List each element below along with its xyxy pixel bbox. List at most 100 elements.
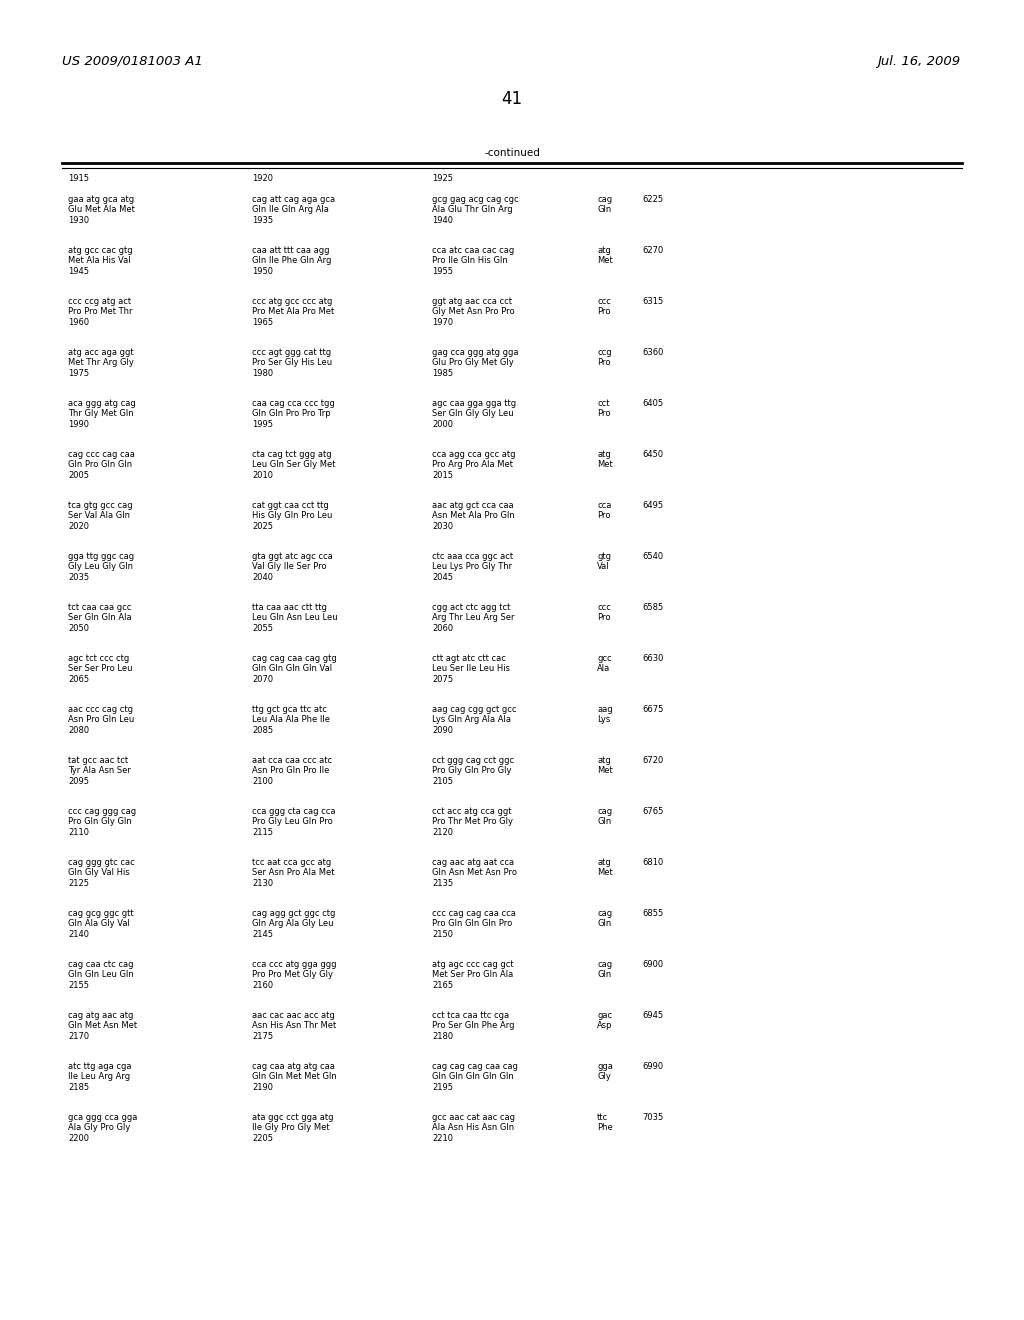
Text: Pro Gly Leu Gln Pro: Pro Gly Leu Gln Pro: [252, 817, 333, 826]
Text: 2210: 2210: [432, 1134, 453, 1143]
Text: 1970: 1970: [432, 318, 454, 327]
Text: gta ggt atc agc cca: gta ggt atc agc cca: [252, 552, 333, 561]
Text: cca ccc atg gga ggg: cca ccc atg gga ggg: [252, 960, 337, 969]
Text: Gln Gln Gln Gln Gln: Gln Gln Gln Gln Gln: [432, 1072, 514, 1081]
Text: Asn Pro Gln Pro Ile: Asn Pro Gln Pro Ile: [252, 766, 330, 775]
Text: Gln Gln Pro Pro Trp: Gln Gln Pro Pro Trp: [252, 409, 331, 418]
Text: gcc: gcc: [597, 653, 611, 663]
Text: Ala: Ala: [597, 664, 610, 673]
Text: 6495: 6495: [642, 502, 664, 510]
Text: Gln: Gln: [597, 970, 611, 979]
Text: Ile Gly Pro Gly Met: Ile Gly Pro Gly Met: [252, 1123, 330, 1133]
Text: Ala Glu Thr Gln Arg: Ala Glu Thr Gln Arg: [432, 205, 513, 214]
Text: Pro Met Ala Pro Met: Pro Met Ala Pro Met: [252, 308, 334, 315]
Text: cct tca caa ttc cga: cct tca caa ttc cga: [432, 1011, 509, 1020]
Text: Pro Gly Gln Pro Gly: Pro Gly Gln Pro Gly: [432, 766, 512, 775]
Text: cct ggg cag cct ggc: cct ggg cag cct ggc: [432, 756, 514, 766]
Text: Gln Ile Gln Arg Ala: Gln Ile Gln Arg Ala: [252, 205, 329, 214]
Text: Pro Gln Gln Gln Pro: Pro Gln Gln Gln Pro: [432, 919, 512, 928]
Text: Pro Arg Pro Ala Met: Pro Arg Pro Ala Met: [432, 459, 513, 469]
Text: atg agc ccc cag gct: atg agc ccc cag gct: [432, 960, 514, 969]
Text: aat cca caa ccc atc: aat cca caa ccc atc: [252, 756, 332, 766]
Text: -continued: -continued: [484, 148, 540, 158]
Text: cca atc caa cac cag: cca atc caa cac cag: [432, 246, 514, 255]
Text: cgg act ctc agg tct: cgg act ctc agg tct: [432, 603, 510, 612]
Text: agc tct ccc ctg: agc tct ccc ctg: [68, 653, 129, 663]
Text: 2160: 2160: [252, 981, 273, 990]
Text: Gln Pro Gln Gln: Gln Pro Gln Gln: [68, 459, 132, 469]
Text: Pro Pro Met Thr: Pro Pro Met Thr: [68, 308, 132, 315]
Text: aac ccc cag ctg: aac ccc cag ctg: [68, 705, 133, 714]
Text: 2030: 2030: [432, 521, 454, 531]
Text: cca agg cca gcc atg: cca agg cca gcc atg: [432, 450, 515, 459]
Text: Pro Ser Gln Phe Arg: Pro Ser Gln Phe Arg: [432, 1020, 514, 1030]
Text: 6675: 6675: [642, 705, 664, 714]
Text: atg: atg: [597, 858, 610, 867]
Text: 2050: 2050: [68, 624, 89, 634]
Text: ttc: ttc: [597, 1113, 608, 1122]
Text: Met: Met: [597, 766, 612, 775]
Text: 2015: 2015: [432, 471, 453, 480]
Text: 2170: 2170: [68, 1032, 89, 1041]
Text: 2100: 2100: [252, 777, 273, 785]
Text: 2055: 2055: [252, 624, 273, 634]
Text: Met: Met: [597, 869, 612, 876]
Text: 1975: 1975: [68, 370, 89, 378]
Text: cag att cag aga gca: cag att cag aga gca: [252, 195, 335, 205]
Text: 2185: 2185: [68, 1082, 89, 1092]
Text: gag cca ggg atg gga: gag cca ggg atg gga: [432, 348, 518, 356]
Text: tct caa caa gcc: tct caa caa gcc: [68, 603, 131, 612]
Text: 2115: 2115: [252, 828, 273, 837]
Text: 2120: 2120: [432, 828, 453, 837]
Text: 1990: 1990: [68, 420, 89, 429]
Text: Thr Gly Met Gln: Thr Gly Met Gln: [68, 409, 133, 418]
Text: atg: atg: [597, 756, 610, 766]
Text: caa cag cca ccc tgg: caa cag cca ccc tgg: [252, 399, 335, 408]
Text: Ser Gln Gly Gly Leu: Ser Gln Gly Gly Leu: [432, 409, 514, 418]
Text: Lys Gln Arg Ala Ala: Lys Gln Arg Ala Ala: [432, 715, 511, 723]
Text: 2125: 2125: [68, 879, 89, 888]
Text: 2145: 2145: [252, 931, 273, 939]
Text: Met Thr Arg Gly: Met Thr Arg Gly: [68, 358, 134, 367]
Text: Pro Thr Met Pro Gly: Pro Thr Met Pro Gly: [432, 817, 513, 826]
Text: 6810: 6810: [642, 858, 664, 867]
Text: His Gly Gln Pro Leu: His Gly Gln Pro Leu: [252, 511, 333, 520]
Text: 6945: 6945: [642, 1011, 664, 1020]
Text: Asn His Asn Thr Met: Asn His Asn Thr Met: [252, 1020, 336, 1030]
Text: gaa atg gca atg: gaa atg gca atg: [68, 195, 134, 205]
Text: Ala Asn His Asn Gln: Ala Asn His Asn Gln: [432, 1123, 514, 1133]
Text: Pro Ser Gly His Leu: Pro Ser Gly His Leu: [252, 358, 332, 367]
Text: 6720: 6720: [642, 756, 664, 766]
Text: 6315: 6315: [642, 297, 664, 306]
Text: ggt atg aac cca cct: ggt atg aac cca cct: [432, 297, 512, 306]
Text: 2045: 2045: [432, 573, 453, 582]
Text: Glu Pro Gly Met Gly: Glu Pro Gly Met Gly: [432, 358, 514, 367]
Text: 2180: 2180: [432, 1032, 454, 1041]
Text: gac: gac: [597, 1011, 612, 1020]
Text: Gln: Gln: [597, 919, 611, 928]
Text: 1925: 1925: [432, 174, 453, 183]
Text: Pro Gln Gly Gln: Pro Gln Gly Gln: [68, 817, 132, 826]
Text: Ser Val Ala Gln: Ser Val Ala Gln: [68, 511, 130, 520]
Text: Gln Asn Met Asn Pro: Gln Asn Met Asn Pro: [432, 869, 517, 876]
Text: Gln Met Asn Met: Gln Met Asn Met: [68, 1020, 137, 1030]
Text: Gln Ile Phe Gln Arg: Gln Ile Phe Gln Arg: [252, 256, 332, 265]
Text: cag gcg ggc gtt: cag gcg ggc gtt: [68, 909, 133, 917]
Text: Leu Lys Pro Gly Thr: Leu Lys Pro Gly Thr: [432, 562, 512, 572]
Text: Val: Val: [597, 562, 609, 572]
Text: 1930: 1930: [68, 216, 89, 224]
Text: 2020: 2020: [68, 521, 89, 531]
Text: atc ttg aga cga: atc ttg aga cga: [68, 1063, 131, 1071]
Text: Met Ser Pro Gln Ala: Met Ser Pro Gln Ala: [432, 970, 513, 979]
Text: ccg: ccg: [597, 348, 611, 356]
Text: agc caa gga gga ttg: agc caa gga gga ttg: [432, 399, 516, 408]
Text: US 2009/0181003 A1: US 2009/0181003 A1: [62, 55, 203, 69]
Text: 2155: 2155: [68, 981, 89, 990]
Text: 1950: 1950: [252, 267, 273, 276]
Text: Gln Gln Met Met Gln: Gln Gln Met Met Gln: [252, 1072, 337, 1081]
Text: 2040: 2040: [252, 573, 273, 582]
Text: 2110: 2110: [68, 828, 89, 837]
Text: 6900: 6900: [642, 960, 664, 969]
Text: ccc cag cag caa cca: ccc cag cag caa cca: [432, 909, 516, 917]
Text: atg: atg: [597, 450, 610, 459]
